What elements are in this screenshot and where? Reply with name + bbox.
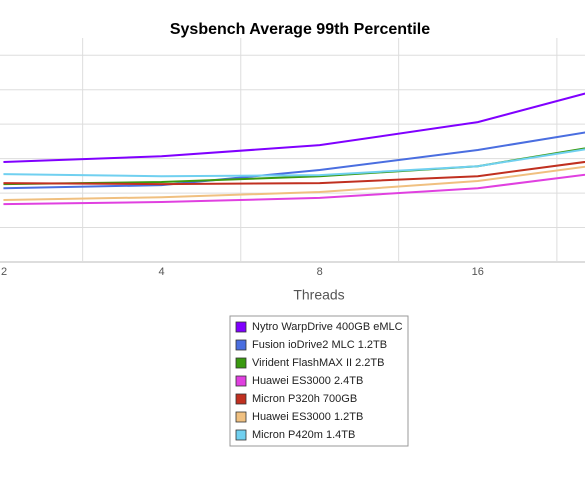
- x-tick-label: 4: [158, 266, 164, 278]
- legend-swatch: [235, 321, 247, 333]
- legend-label: Virident FlashMAX II 2.2TB: [252, 357, 384, 369]
- legend-swatch: [235, 393, 247, 405]
- legend-label: Micron P320h 700GB: [252, 393, 357, 405]
- legend-label: Nytro WarpDrive 400GB eMLC: [252, 321, 403, 333]
- legend-swatch: [235, 411, 247, 423]
- legend-swatch: [235, 357, 247, 369]
- legend-label: Huawei ES3000 1.2TB: [252, 411, 363, 423]
- series-line: [3, 92, 585, 164]
- series-line: [3, 148, 585, 178]
- series-line: [3, 173, 585, 206]
- x-axis-label: Threads: [293, 287, 344, 303]
- legend-swatch: [235, 429, 247, 441]
- legend-label: Micron P420m 1.4TB: [252, 429, 355, 441]
- legend-label: Fusion ioDrive2 MLC 1.2TB: [252, 339, 387, 351]
- legend-swatch: [235, 375, 247, 387]
- x-tick-label: 8: [317, 266, 323, 278]
- chart-title: Sysbench Average 99th Percentile: [170, 21, 430, 38]
- legend-swatch: [235, 339, 247, 351]
- x-tick-label: 2: [1, 266, 7, 278]
- series-line: [3, 165, 585, 201]
- series-line: [3, 131, 585, 190]
- series-line: [3, 160, 585, 186]
- legend-label: Huawei ES3000 2.4TB: [252, 375, 363, 387]
- legend-box: [229, 315, 409, 447]
- x-tick-label: 16: [472, 266, 484, 278]
